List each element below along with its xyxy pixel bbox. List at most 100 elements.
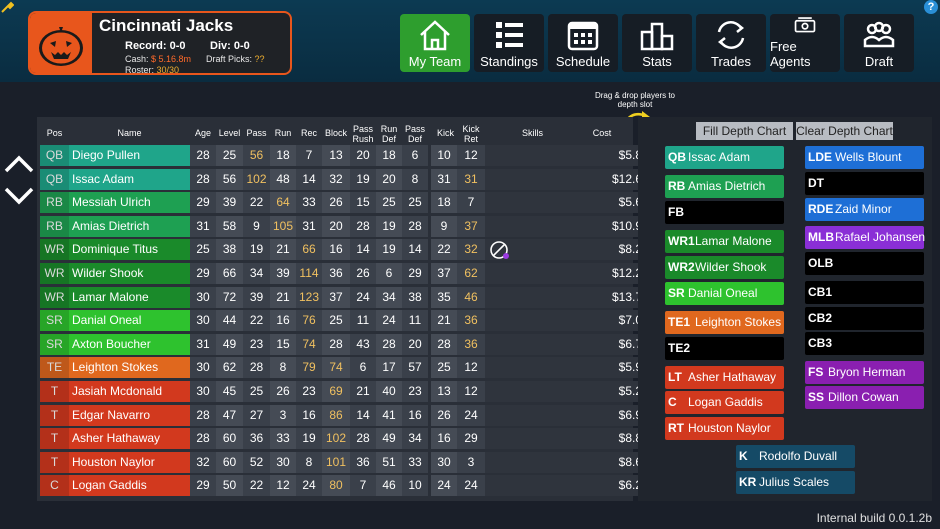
depth-slot-olb[interactable]: OLB [805, 252, 924, 275]
player-name[interactable]: Axton Boucher [69, 333, 230, 355]
player-row[interactable]: T Edgar Navarro 28 47 27 3 16 86 14 41 16 26 24 $6.9m [40, 404, 664, 426]
column-header[interactable]: Level [218, 128, 241, 138]
depth-slot-qb[interactable]: QB Issac Adam [665, 146, 784, 169]
nav-trades[interactable]: Trades [696, 14, 766, 72]
scroll-arrows[interactable] [2, 155, 36, 207]
stat-pass: 22 [243, 192, 270, 214]
player-name[interactable]: Issac Adam [69, 168, 230, 190]
column-header[interactable]: Pass [246, 128, 267, 138]
nav-draft[interactable]: Draft [844, 14, 914, 72]
player-name[interactable]: Messiah Ulrich [69, 192, 230, 214]
column-header[interactable]: Cost [592, 128, 612, 138]
stat-pass: 56 [243, 145, 270, 166]
column-header[interactable]: Pos [46, 128, 63, 138]
depth-slot-lt[interactable]: LT Asher Hathaway [665, 366, 784, 389]
depth-slot-sr[interactable]: SR Danial Oneal [665, 282, 784, 305]
chevron-up-icon[interactable] [4, 155, 34, 173]
nav-free-agents[interactable]: Free Agents [770, 14, 840, 72]
depth-slot-fb[interactable]: FB [665, 201, 784, 224]
column-header[interactable]: Age [194, 128, 211, 138]
player-name[interactable]: Jasiah Mcdonald [69, 381, 230, 402]
wrench-icon[interactable] [0, 0, 14, 14]
fill-depth-button[interactable]: Fill Depth Chart [696, 122, 793, 140]
nav-stats[interactable]: Stats [622, 14, 692, 72]
column-header[interactable]: Kick Ret [462, 124, 480, 144]
depth-slot-cb2[interactable]: CB2 [805, 307, 924, 330]
depth-slot-k[interactable]: K Rodolfo Duvall [736, 445, 855, 468]
stat-age: 28 [190, 145, 216, 166]
player-row[interactable]: RB Messiah Ulrich 29 39 22 64 33 26 15 25 25 18 7 $5.… [40, 192, 664, 214]
stat-level: 38 [216, 239, 243, 261]
player-row[interactable]: RB Amias Dietrich 31 58 9 105 31 20 28 19 28 9 37 $10… [40, 215, 664, 237]
depth-slot-dt[interactable]: DT [805, 172, 924, 195]
nav-label: Free Agents [770, 39, 811, 69]
depth-slot-c[interactable]: C Logan Gaddis [665, 391, 784, 414]
slot-position: WR1 [668, 234, 695, 248]
column-header[interactable]: Run [274, 128, 292, 138]
help-button[interactable]: ? [924, 0, 938, 14]
column-header[interactable]: Pass Def [404, 124, 425, 144]
player-name[interactable]: Danial Oneal [69, 310, 230, 332]
player-row[interactable]: SR Axton Boucher 31 49 23 15 74 28 43 28 20 28 36 $6.… [40, 333, 664, 355]
player-name[interactable]: Asher Hathaway [69, 428, 230, 450]
player-name[interactable]: Leighton Stokes [69, 357, 230, 379]
clear-depth-button[interactable]: Clear Depth Chart [796, 122, 893, 140]
slot-player-name: Lamar Malone [695, 234, 772, 248]
player-name[interactable]: Houston Naylor [69, 451, 230, 473]
slot-player-name: Bryon Herman [828, 365, 906, 379]
depth-slot-wr2[interactable]: WR2 Wilder Shook [665, 256, 784, 279]
column-header[interactable]: Rec [300, 128, 317, 138]
player-row[interactable]: TE Leighton Stokes 30 62 28 8 79 74 6 17 57 25 12 $5.… [40, 357, 664, 379]
depth-slot-fs[interactable]: FS Bryon Herman [805, 361, 924, 384]
player-name[interactable]: Diego Pullen [69, 145, 230, 166]
player-row[interactable]: WR Wilder Shook 29 66 34 39 114 36 26 6 29 37 62 $12.… [40, 263, 664, 284]
depth-slot-rde[interactable]: RDE Zaid Minor [805, 198, 924, 221]
player-row[interactable]: WR Lamar Malone 30 72 39 21 123 37 24 34 38 35 46 $13… [40, 286, 664, 308]
depth-slot-te1[interactable]: TE1 Leighton Stokes [665, 311, 784, 334]
slot-position: RT [668, 421, 684, 435]
player-row[interactable]: T Jasiah Mcdonald 30 45 25 26 23 69 21 40 23 13 12 $5… [40, 381, 664, 402]
depth-slot-rt[interactable]: RT Houston Naylor [665, 417, 784, 440]
depth-slot-lde[interactable]: LDE Wells Blount [805, 146, 924, 169]
depth-slot-cb3[interactable]: CB3 [805, 332, 924, 355]
depth-slot-cb1[interactable]: CB1 [805, 281, 924, 304]
player-row[interactable]: WR Dominique Titus 25 38 19 21 66 16 14 19 14 22 32 $… [40, 239, 664, 261]
stat-pdef: 10 [402, 475, 428, 497]
player-row[interactable]: QB Issac Adam 28 56 102 48 14 32 19 20 8 31 31 $12.6m [40, 168, 664, 190]
column-header[interactable]: Kick [436, 128, 454, 138]
stat-age: 30 [190, 286, 216, 308]
nav-standings[interactable]: Standings [474, 14, 544, 72]
player-row[interactable]: C Logan Gaddis 29 50 22 12 24 80 7 46 10 24 24 $6.2m [40, 475, 664, 497]
stat-prush: 14 [350, 404, 376, 426]
chevron-down-icon[interactable] [4, 187, 34, 205]
player-row[interactable]: T Asher Hathaway 28 60 36 33 19 102 28 49 34 16 29 $8… [40, 428, 664, 450]
depth-slot-rb[interactable]: RB Amias Dietrich [665, 175, 784, 198]
column-header[interactable]: Pass Rush [352, 124, 374, 144]
column-header[interactable]: Block [324, 128, 347, 138]
player-row[interactable]: T Houston Naylor 32 60 52 30 8 101 36 51 33 30 3 $8.6… [40, 451, 664, 473]
stat-kret: 32 [457, 239, 485, 261]
player-name[interactable]: Logan Gaddis [69, 475, 230, 497]
stat-pdef: 25 [402, 192, 428, 214]
slot-player-name: Dillon Cowan [828, 390, 899, 404]
player-name[interactable]: Lamar Malone [69, 286, 230, 308]
slot-player-name: Wells Blount [835, 150, 902, 164]
column-header[interactable]: Skills [521, 128, 543, 138]
depth-slot-mlb[interactable]: MLB Rafael Johansen [805, 226, 925, 249]
player-name[interactable]: Amias Dietrich [69, 215, 230, 237]
player-name[interactable]: Dominique Titus [69, 239, 230, 261]
column-header[interactable]: Name [117, 128, 142, 138]
stat-kret: 37 [457, 215, 485, 237]
nav-my-team[interactable]: My Team [400, 14, 470, 72]
player-row[interactable]: SR Danial Oneal 30 44 22 16 76 25 11 24 11 21 36 $7.0… [40, 310, 664, 332]
player-name[interactable]: Edgar Navarro [69, 404, 230, 426]
player-row[interactable]: QB Diego Pullen 28 25 56 18 7 13 20 18 6 10 12 $5.8m [40, 145, 664, 166]
column-header[interactable]: Run Def [380, 124, 398, 144]
depth-slot-ss[interactable]: SS Dillon Cowan [805, 386, 924, 409]
nav-schedule[interactable]: Schedule [548, 14, 618, 72]
depth-slot-te2[interactable]: TE2 [665, 337, 784, 360]
depth-slot-kr[interactable]: KR Julius Scales [736, 471, 855, 494]
player-name[interactable]: Wilder Shook [69, 263, 230, 284]
slot-player-name: Danial Oneal [688, 286, 758, 300]
depth-slot-wr1[interactable]: WR1 Lamar Malone [665, 230, 784, 253]
